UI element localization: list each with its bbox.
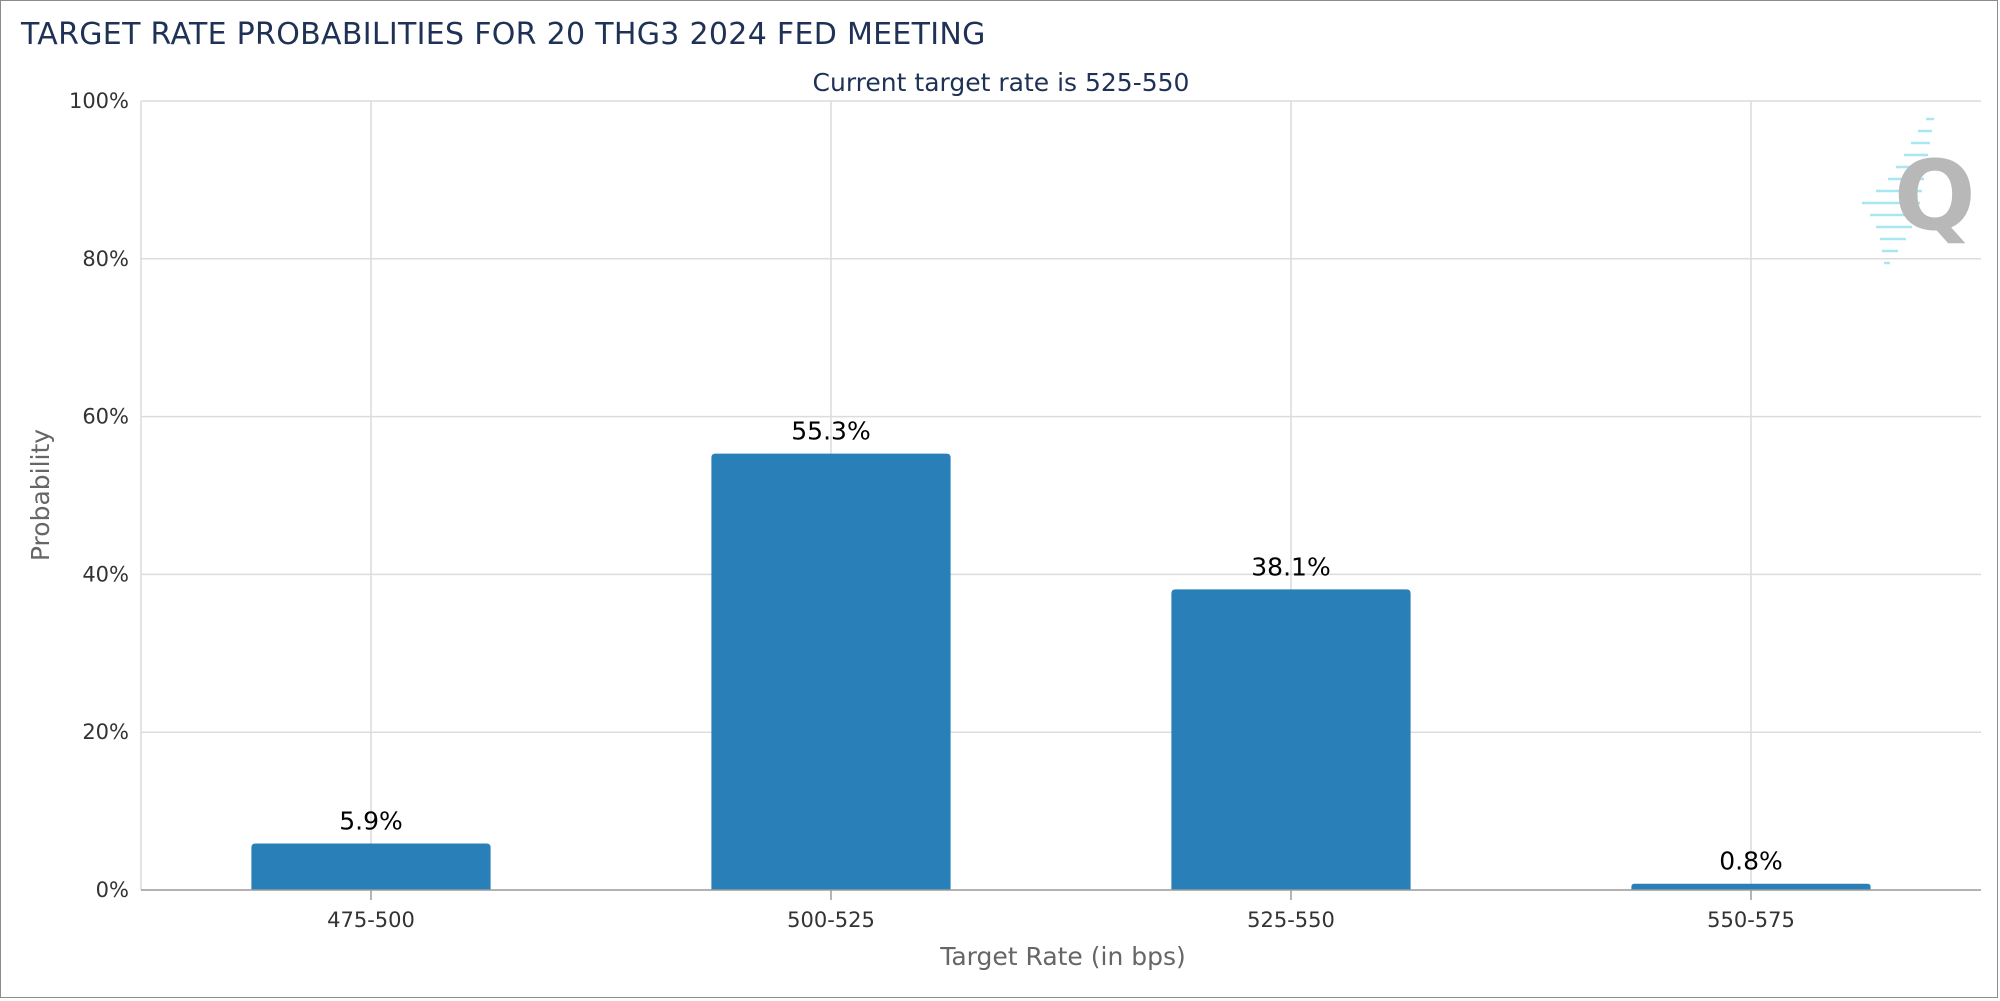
data-label-500-525: 55.3% bbox=[791, 417, 870, 446]
y-tick-label: 80% bbox=[82, 247, 129, 271]
logo-speed-lines bbox=[1862, 117, 1934, 265]
y-axis-ticks: 0% 20% 40% 60% 80% 100% bbox=[69, 89, 129, 902]
x-tick-label: 525-550 bbox=[1247, 908, 1335, 932]
data-labels: 5.9% 55.3% 38.1% 0.8% bbox=[339, 417, 1783, 876]
quikstrike-q-logo: Q bbox=[1862, 117, 1976, 265]
data-label-475-500: 5.9% bbox=[339, 806, 403, 835]
data-label-550-575: 0.8% bbox=[1719, 847, 1783, 876]
gridlines bbox=[141, 100, 1981, 733]
x-tick-label: 500-525 bbox=[787, 908, 875, 932]
bars bbox=[251, 453, 1871, 890]
y-tick-label: 20% bbox=[82, 720, 129, 744]
y-tick-label: 0% bbox=[96, 878, 129, 902]
bar-550-575 bbox=[1631, 883, 1871, 890]
chart-title: TARGET RATE PROBABILITIES FOR 20 THG3 20… bbox=[20, 17, 986, 52]
bar-525-550 bbox=[1171, 589, 1411, 890]
y-tick-label: 40% bbox=[82, 562, 129, 586]
bar-500-525 bbox=[711, 453, 951, 890]
x-axis-ticks: 475-500 500-525 525-550 550-575 bbox=[327, 890, 1795, 932]
chart-subtitle: Current target rate is 525-550 bbox=[813, 68, 1190, 97]
data-label-525-550: 38.1% bbox=[1251, 552, 1330, 581]
logo-q-letter: Q bbox=[1894, 140, 1976, 252]
x-axis-title: Target Rate (in bps) bbox=[939, 942, 1186, 971]
x-tick-label: 550-575 bbox=[1707, 908, 1795, 932]
bar-475-500 bbox=[251, 843, 491, 890]
y-tick-label: 60% bbox=[82, 405, 129, 429]
y-tick-label: 100% bbox=[69, 89, 129, 113]
y-axis-title: Probability bbox=[26, 429, 55, 561]
x-tick-label: 475-500 bbox=[327, 908, 415, 932]
